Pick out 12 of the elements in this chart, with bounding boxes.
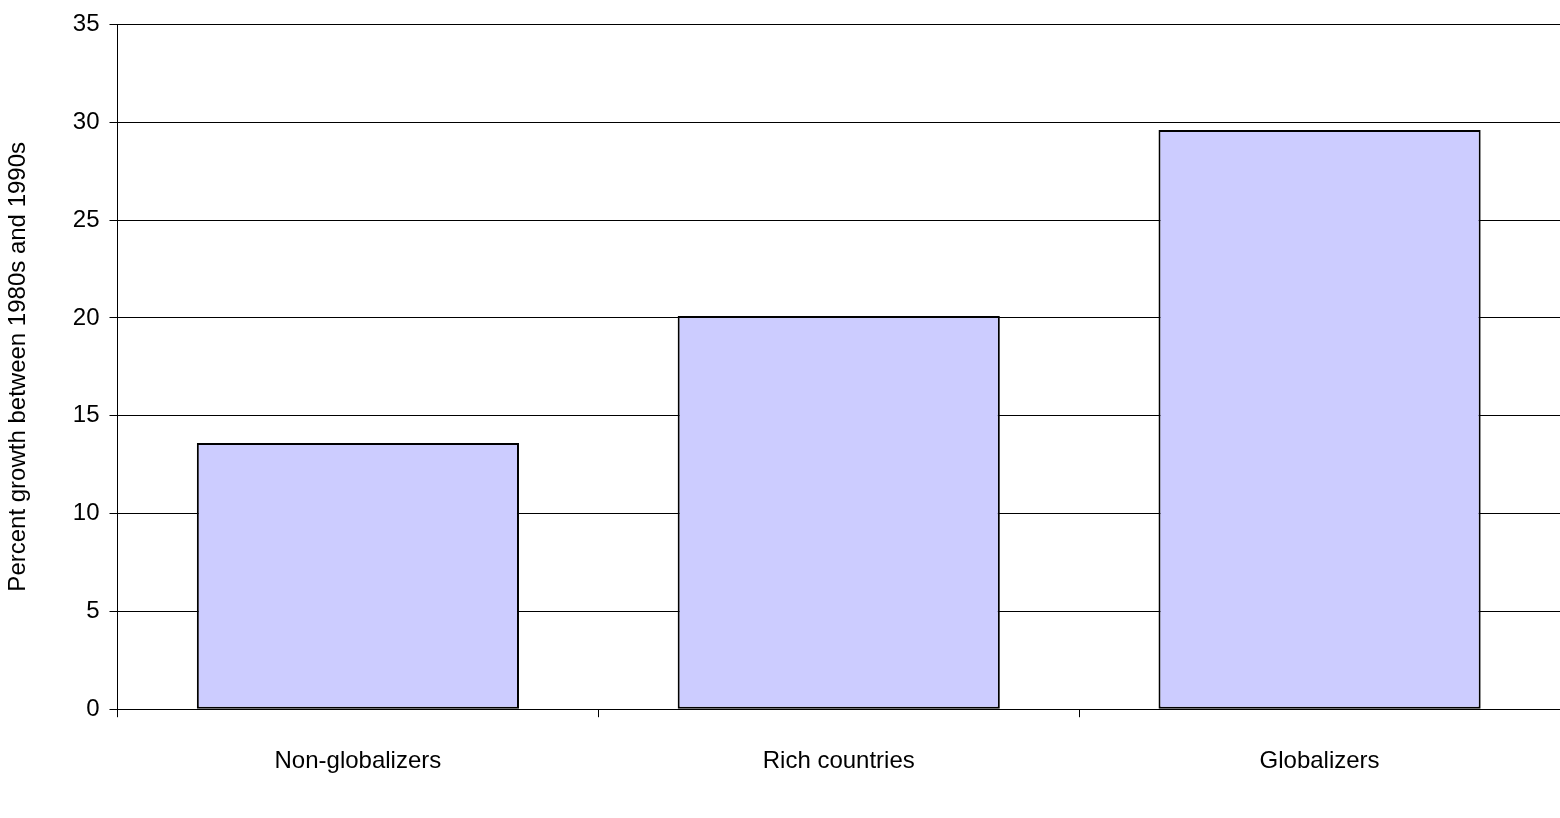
- x-tick-label: Rich countries: [762, 746, 915, 774]
- y-tick-label: 35: [72, 9, 100, 37]
- y-tick-label: 25: [72, 204, 100, 232]
- y-tick-label: 15: [72, 400, 100, 428]
- x-tick-label: Non-globalizers: [274, 746, 442, 774]
- x-tick-label: Globalizers: [1259, 746, 1380, 774]
- y-tick-label: 5: [86, 596, 100, 623]
- y-axis-title: Percent growth between 1980s and 1990s: [3, 141, 31, 592]
- y-tick-label: 10: [72, 498, 100, 526]
- y-tick-label: 0: [86, 693, 100, 721]
- y-tick-label: 20: [72, 302, 100, 330]
- y-tick-label: 30: [72, 106, 100, 134]
